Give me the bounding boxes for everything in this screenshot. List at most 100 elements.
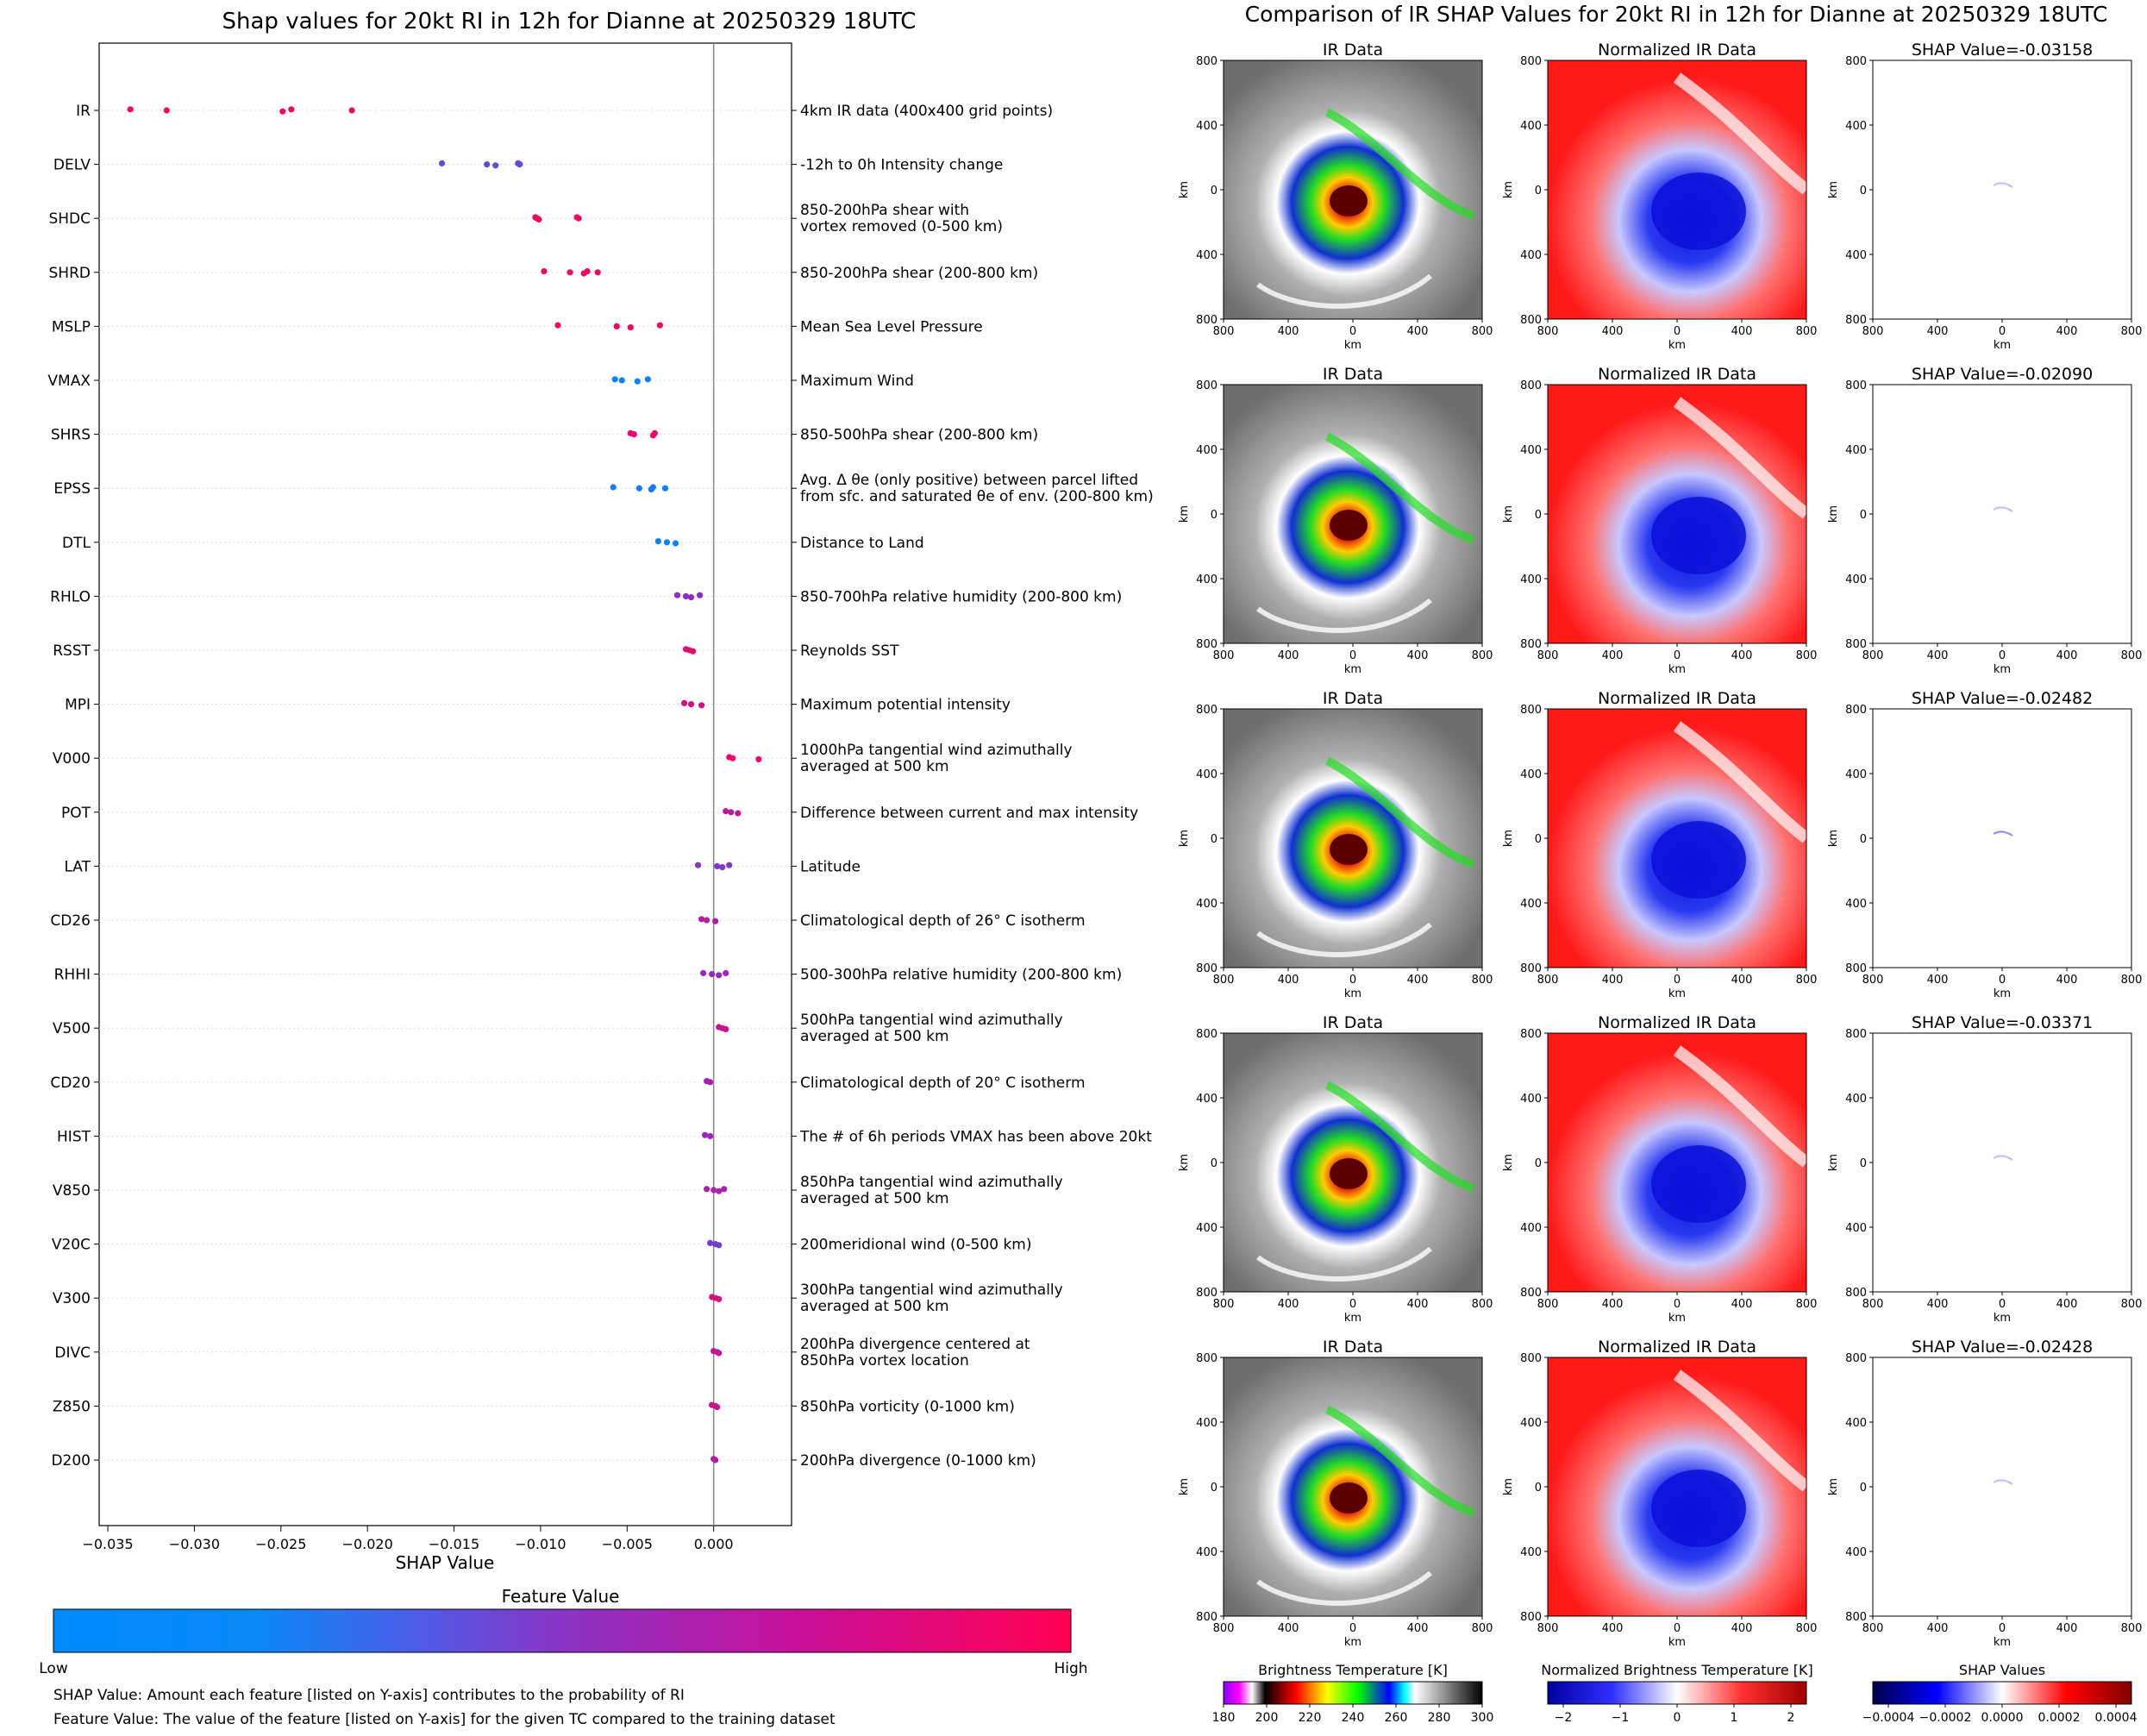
panel-x-tick-label: 400 [1927, 1622, 1949, 1635]
feature-description: -12h to 0h Intensity change [800, 157, 1003, 174]
panel-x-tick-label: 400 [1731, 1298, 1753, 1311]
feature-label: VMAX [47, 373, 91, 390]
panel-x-tick-label: 400 [1602, 1622, 1624, 1635]
cloud-band [1673, 397, 1811, 519]
panel-x-tick-label: 400 [1278, 1622, 1299, 1635]
shap-point [755, 755, 762, 763]
panel-y-tick-label: 800 [1520, 314, 1542, 327]
panel-y-tick-label: 400 [1845, 1093, 1867, 1106]
cloud-band [1256, 598, 1432, 633]
panel-y-tick-label: 400 [1845, 1417, 1867, 1430]
panel-x-label: km [1994, 663, 2011, 676]
panel-y-tick-label: 800 [1196, 704, 1217, 717]
panel-x-tick-label: 800 [1213, 1622, 1235, 1635]
colorbar-high-label: High [1054, 1660, 1087, 1677]
panel-y-tick-label: 800 [1520, 638, 1542, 651]
panel-x-tick-label: 800 [1862, 974, 1884, 987]
panel-y-tick-label: 400 [1520, 444, 1542, 457]
panel-y-tick-label: 400 [1845, 1222, 1867, 1235]
panel-y-tick-label: 0 [1535, 1157, 1542, 1170]
x-tick-label: −0.015 [429, 1536, 479, 1552]
panel-x-tick-label: 400 [1278, 1298, 1299, 1311]
panel-x-label: km [1344, 987, 1361, 1000]
panel-x-tick-label: 400 [1927, 649, 1949, 662]
cloud-band [1256, 922, 1432, 957]
panel-y-tick-label: 400 [1520, 1222, 1542, 1235]
shap-point [163, 107, 170, 114]
panel-x-tick-label: 400 [2056, 1298, 2078, 1311]
panel-y-tick-label: 800 [1196, 1611, 1217, 1624]
feature-label: LAT [64, 858, 91, 875]
feature-label: V000 [53, 750, 91, 768]
rain-band [1324, 756, 1475, 868]
panel-x-tick-label: 800 [1796, 649, 1818, 662]
panel-x-tick-label: 0 [1349, 974, 1356, 987]
shap-point [541, 268, 548, 275]
panel-x-tick-label: 400 [1927, 325, 1949, 338]
panel-x-tick-label: 800 [1862, 1298, 1884, 1311]
panel-y-tick-label: 400 [1845, 573, 1867, 586]
shap-point [728, 809, 735, 816]
feature-label: SHRS [51, 427, 91, 444]
shap-point [729, 755, 736, 761]
panel-x-tick-label: 400 [1927, 1298, 1949, 1311]
shap-point [663, 539, 671, 546]
panel-y-label: km [1502, 1478, 1515, 1495]
feature-description: 850-500hPa shear (200-800 km) [800, 427, 1038, 444]
storm-core [1330, 510, 1368, 541]
panel-y-tick-label: 400 [1196, 768, 1217, 781]
x-tick-label: −0.025 [255, 1536, 306, 1552]
colorbar-tick-label: 2 [1787, 1711, 1795, 1725]
panel-y-tick-label: 400 [1196, 573, 1217, 586]
panel-y-tick-label: 800 [1845, 962, 1867, 975]
panel-title: IR Data [1323, 1338, 1383, 1357]
feature-label: V500 [53, 1020, 91, 1037]
panel-x-tick-label: 400 [1731, 1622, 1753, 1635]
panel-x-tick-label: 800 [1796, 1298, 1818, 1311]
panel-x-tick-label: 400 [1731, 325, 1753, 338]
colorbar-tick-label: 220 [1299, 1711, 1322, 1725]
panel-x-tick-label: 800 [1213, 1298, 1235, 1311]
cold-core [1651, 821, 1746, 899]
panel-x-tick-label: 800 [1796, 1622, 1818, 1635]
shap-point [704, 917, 710, 924]
panel-x-tick-label: 400 [1731, 649, 1753, 662]
panel-y-tick-label: 800 [1845, 1352, 1867, 1365]
panel-y-tick-label: 400 [1196, 1417, 1217, 1430]
panel-x-tick-label: 800 [1796, 974, 1818, 987]
shap-point [702, 1131, 709, 1138]
feature-description: averaged at 500 km [800, 1190, 949, 1207]
feature-description: Difference between current and max inten… [800, 805, 1138, 822]
feature-label: MPI [65, 697, 91, 714]
shap-point [673, 592, 681, 599]
panel-x-tick-label: 800 [2121, 1622, 2143, 1635]
feature-label: DIVC [54, 1344, 91, 1362]
panel-y-tick-label: 400 [1196, 898, 1217, 911]
panel-x-tick-label: 0 [1999, 1298, 2006, 1311]
shap-point [687, 701, 695, 708]
panel-y-tick-label: 800 [1520, 1287, 1542, 1300]
panel-y-tick-label: 400 [1845, 120, 1867, 133]
colorbar-tick-label: −0.0004 [1862, 1711, 1915, 1725]
cloud-band [1673, 1045, 1811, 1168]
panel-y-tick-label: 400 [1520, 573, 1542, 586]
panel-x-tick-label: 0 [1674, 325, 1681, 338]
panel-y-tick-label: 400 [1520, 1417, 1542, 1430]
note-shap-value: SHAP Value: Amount each feature [listed … [53, 1687, 685, 1704]
x-tick-label: 0.000 [694, 1536, 734, 1552]
panel-x-tick-label: 400 [2056, 325, 2078, 338]
cloud-band [1673, 1369, 1811, 1492]
feature-description: Climatological depth of 20° C isotherm [800, 1075, 1086, 1092]
shap-point [680, 699, 688, 707]
panel-x-label: km [1344, 339, 1361, 352]
panel-y-tick-label: 800 [1520, 55, 1542, 68]
shap-point [698, 702, 705, 709]
panel-y-tick-label: 0 [1211, 185, 1217, 197]
panel-title: SHAP Value=-0.02482 [1912, 689, 2093, 708]
panel-y-label: km [1178, 1154, 1191, 1171]
panel-y-tick-label: 0 [1860, 509, 1867, 522]
panel-x-tick-label: 0 [1999, 649, 2006, 662]
cloud-band [1256, 1246, 1432, 1282]
